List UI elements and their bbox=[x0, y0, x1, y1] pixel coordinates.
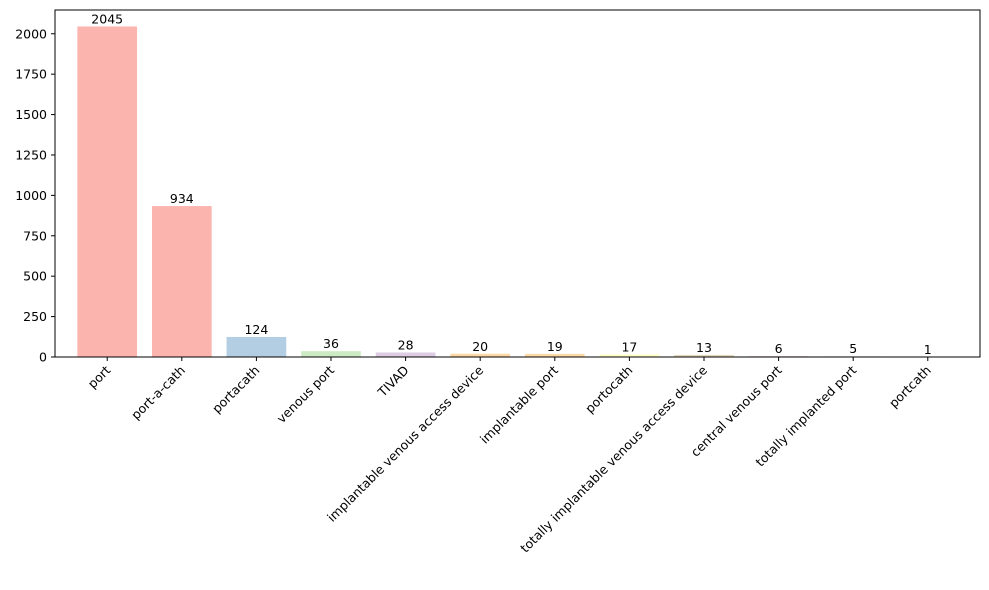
bars-group bbox=[77, 26, 958, 358]
y-tick-label-6: 1500 bbox=[15, 107, 47, 122]
x-tick-label-1: port-a-cath bbox=[128, 363, 188, 423]
bar-4 bbox=[375, 352, 436, 357]
y-tick-label-4: 1000 bbox=[15, 188, 47, 203]
bar-5 bbox=[450, 353, 511, 357]
x-tick-label-7: portocath bbox=[582, 363, 635, 416]
bar-2 bbox=[226, 336, 287, 357]
y-tick-label-8: 2000 bbox=[15, 26, 47, 41]
y-tick-label-3: 750 bbox=[23, 228, 47, 243]
data-label-3: 36 bbox=[323, 336, 339, 351]
data-labels-group: 2045 934 124 36 28 20 19 17 13 6 5 1 bbox=[91, 11, 931, 356]
bar-7 bbox=[599, 354, 660, 357]
plot-frame bbox=[54, 9, 981, 358]
data-label-10: 5 bbox=[849, 341, 857, 356]
x-tick-label-3: venous port bbox=[274, 362, 337, 425]
bar-1 bbox=[151, 206, 212, 357]
y-tick-label-5: 1250 bbox=[15, 147, 47, 162]
bar-6 bbox=[524, 353, 585, 357]
bar-8 bbox=[674, 354, 734, 357]
data-label-4: 28 bbox=[398, 337, 414, 352]
y-axis: 0 250 500 750 1000 1250 1500 1750 2000 bbox=[15, 26, 55, 365]
x-tick-label-11: portcath bbox=[886, 363, 934, 411]
x-tick-label-2: portacath bbox=[209, 363, 262, 416]
y-tick-label-2: 500 bbox=[23, 269, 47, 284]
data-label-2: 124 bbox=[244, 322, 268, 337]
x-tick-label-0: port bbox=[85, 362, 114, 391]
data-label-0: 2045 bbox=[91, 11, 123, 26]
x-axis: port port-a-cath portacath venous port TIVAD… bbox=[85, 357, 934, 555]
data-label-1: 934 bbox=[170, 191, 194, 206]
x-tick-label-4: TIVAD bbox=[374, 363, 412, 401]
y-tick-label-1: 250 bbox=[23, 309, 47, 324]
y-tick-label-7: 1750 bbox=[15, 67, 47, 82]
x-tick-label-6: implantable port bbox=[477, 362, 561, 446]
data-label-8: 13 bbox=[696, 340, 712, 355]
data-label-7: 17 bbox=[621, 339, 637, 354]
data-label-5: 20 bbox=[472, 339, 488, 354]
data-label-6: 19 bbox=[547, 339, 563, 354]
data-label-11: 1 bbox=[924, 342, 932, 357]
bar-3 bbox=[301, 351, 361, 357]
bar-0 bbox=[77, 26, 138, 358]
y-tick-label-0: 0 bbox=[39, 350, 47, 365]
x-tick-label-5: implantable venous access device bbox=[324, 362, 486, 524]
data-label-9: 6 bbox=[775, 341, 783, 356]
